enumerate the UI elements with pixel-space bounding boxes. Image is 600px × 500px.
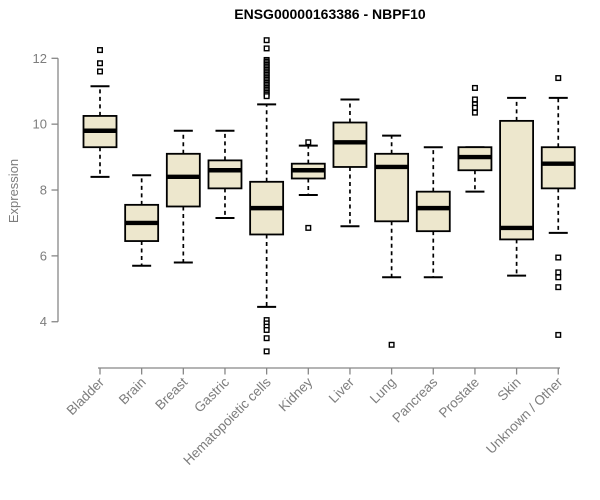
outlier-point [96,68,103,75]
x-category-label: Brain [116,375,149,408]
x-category-label: Skin [495,375,524,404]
box-hematopoietic-cells [249,37,285,355]
box-liver [332,98,368,228]
y-axis-title: Expression [6,158,21,224]
x-category-label: Gastric [191,374,232,415]
box-kidney [290,139,326,231]
outlier-point [263,45,270,52]
x-category-label: Pancreas [389,374,440,425]
iqr-box [332,121,368,168]
outlier-point [96,60,103,67]
box-breast [165,129,201,264]
y-tick-label: 6 [40,248,47,263]
outlier-point [555,269,562,276]
x-category-label: Kidney [276,374,316,414]
outlier-point [555,274,562,281]
y-tick-label: 8 [40,183,47,198]
x-category-label: Bladder [64,374,108,418]
outlier-point [388,341,395,348]
box-pancreas [415,146,451,279]
box-lung [374,134,410,348]
y-tick-label: 12 [33,51,47,66]
chart-title: ENSG00000163386 - NBPF10 [234,6,426,22]
x-category-label: Prostate [436,375,482,421]
outlier-point [96,47,103,54]
x-category-label: Breast [152,374,190,412]
outlier-point [555,284,562,291]
box-skin [499,96,535,277]
iqr-box [207,159,243,190]
outlier-point [555,75,562,82]
outlier-point [555,254,562,261]
box-prostate [457,84,493,193]
outlier-point [263,335,270,342]
box-brain [124,174,160,267]
outlier-point [305,139,312,146]
outlier-point [263,326,270,333]
outlier-point [471,96,478,103]
x-category-label: Lung [367,375,399,407]
x-axis [98,367,560,375]
iqr-box [165,152,201,208]
outlier-point [263,37,270,44]
iqr-box [415,190,451,233]
y-tick-label: 10 [33,117,47,132]
y-axis [51,57,59,323]
outlier-point [555,331,562,338]
outlier-point [305,224,312,231]
outlier-point [471,104,478,111]
iqr-box [499,119,535,241]
y-tick-label: 4 [40,314,47,329]
iqr-box [540,146,576,190]
box-unknown-other [540,75,576,338]
outlier-point [471,84,478,91]
outlier-point [263,348,270,355]
outlier-point [471,109,478,116]
x-category-label: Unknown / Other [483,374,566,457]
box-gastric [207,129,243,220]
outlier-point [263,93,270,100]
iqr-box [374,152,410,223]
box-bladder [82,47,118,178]
x-category-label: Liver [326,374,358,406]
